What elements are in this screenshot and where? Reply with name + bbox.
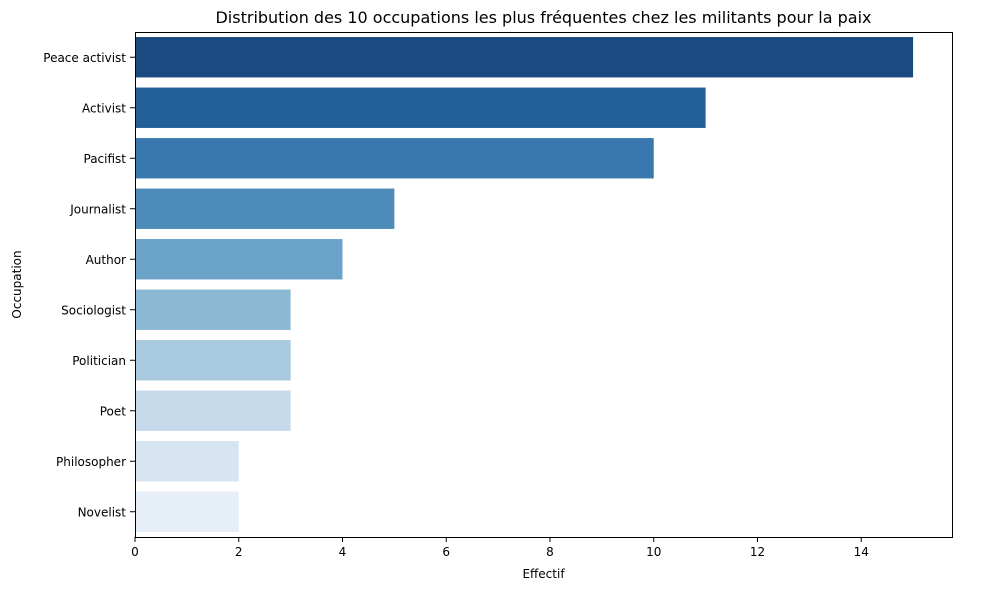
y-tick-label: Novelist xyxy=(78,505,127,519)
y-tick-label: Sociologist xyxy=(61,303,126,317)
bar xyxy=(135,289,291,330)
bar xyxy=(135,37,914,78)
plot-frame xyxy=(135,32,953,538)
x-tick-label: 10 xyxy=(646,545,661,559)
bar xyxy=(135,441,239,482)
chart-title: Distribution des 10 occupations les plus… xyxy=(215,8,871,27)
y-axis-label: Occupation xyxy=(10,250,24,318)
x-tick-label: 2 xyxy=(235,545,243,559)
x-tick-label: 8 xyxy=(546,545,554,559)
y-tick-label: Pacifist xyxy=(84,152,127,166)
y-tick-label: Philosopher xyxy=(56,455,126,469)
x-axis-label: Effectif xyxy=(522,567,565,581)
bar xyxy=(135,239,343,280)
x-tick-label: 4 xyxy=(339,545,347,559)
x-axis: 0 2 4 6 8 10 12 14 xyxy=(131,537,869,559)
x-tick-label: 0 xyxy=(131,545,139,559)
bars-group xyxy=(135,37,914,532)
x-tick-label: 6 xyxy=(442,545,450,559)
bar xyxy=(135,340,291,381)
x-tick-label: 12 xyxy=(750,545,765,559)
y-tick-label: Poet xyxy=(100,404,127,418)
bar xyxy=(135,188,395,229)
y-tick-label: Peace activist xyxy=(43,51,126,65)
bar xyxy=(135,87,706,128)
bar xyxy=(135,491,239,532)
x-tick-label: 14 xyxy=(854,545,869,559)
y-tick-label: Journalist xyxy=(69,202,126,216)
y-tick-label: Politician xyxy=(72,354,126,368)
y-axis: Peace activist Activist Pacifist Journalist… xyxy=(43,51,135,519)
bar xyxy=(135,390,291,431)
bar xyxy=(135,138,654,179)
y-tick-label: Activist xyxy=(82,101,126,115)
y-tick-label: Author xyxy=(86,253,126,267)
